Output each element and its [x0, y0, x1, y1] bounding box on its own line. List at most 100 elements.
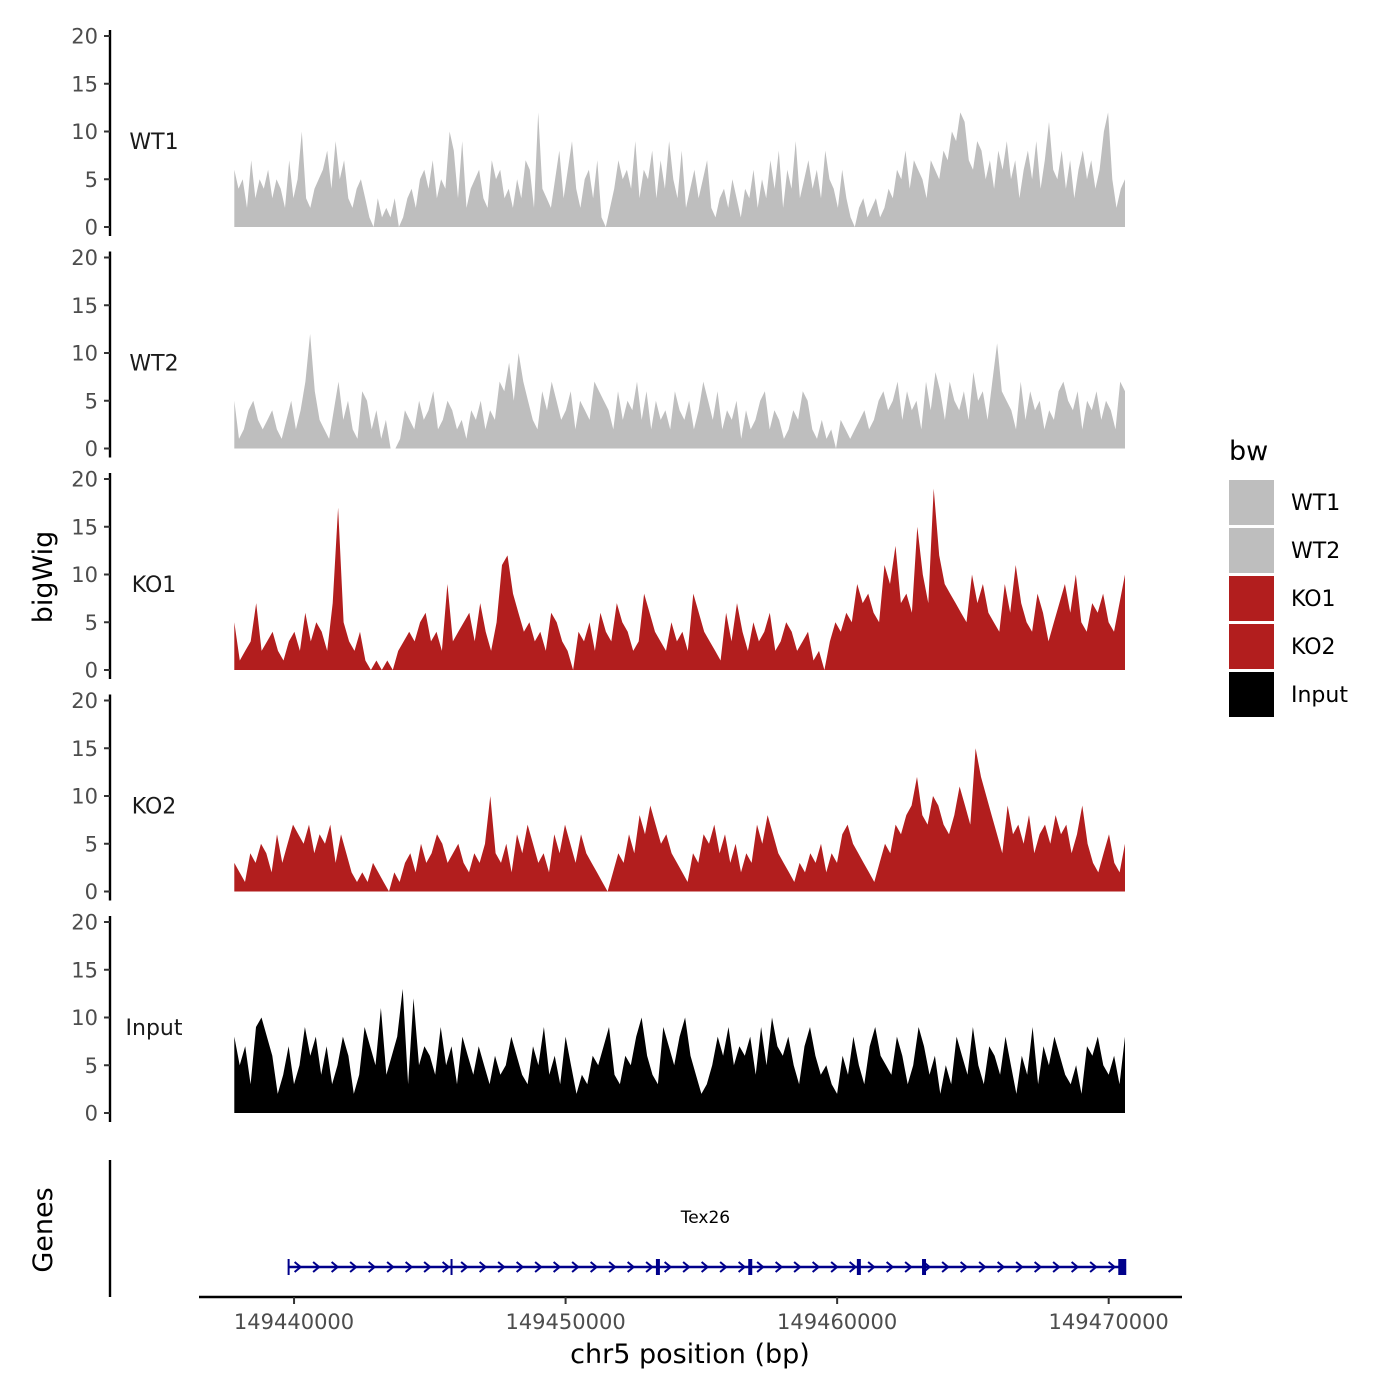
strand-arrow-icon — [848, 1261, 858, 1273]
y-tick-label: 20 — [71, 911, 98, 935]
strand-arrow-icon — [904, 1261, 913, 1273]
strand-arrow-icon — [996, 1261, 1006, 1273]
strand-arrow-icon — [959, 1261, 969, 1273]
x-tick-label: 149450000 — [505, 1310, 625, 1334]
strand-arrow-icon — [885, 1261, 895, 1273]
strand-arrow-icon — [645, 1261, 654, 1273]
area-wt1 — [234, 112, 1126, 227]
strand-arrow-icon — [867, 1261, 876, 1273]
strand-arrow-icon — [367, 1261, 377, 1273]
y-tick-label: 15 — [71, 958, 98, 982]
strand-arrow-icon — [756, 1261, 765, 1273]
strand-arrow-icon — [423, 1261, 432, 1273]
y-tick-label: 15 — [71, 294, 98, 318]
genes-panel: Genes Tex26 — [28, 1160, 1127, 1297]
y-tick-label: 15 — [71, 737, 98, 761]
legend-label-ko2: KO2 — [1291, 635, 1336, 660]
legend-swatch-wt2 — [1229, 528, 1274, 573]
strand-arrow-icon — [404, 1261, 414, 1273]
legend: bw WT1 WT2 KO1 KO2 Input — [1229, 436, 1348, 717]
strand-arrow-icon — [774, 1261, 784, 1273]
strand-arrow-icon — [330, 1261, 340, 1273]
y-tick-label: 0 — [85, 659, 98, 683]
track-label-wt1: WT1 — [129, 130, 178, 155]
strand-arrow-icon — [1015, 1261, 1024, 1273]
x-axis-title: chr5 position (bp) — [570, 1339, 810, 1370]
strand-arrow-icon — [737, 1261, 747, 1273]
y-tick-label: 10 — [71, 785, 98, 809]
track-label-ko2: KO2 — [132, 795, 177, 820]
y-tick-label: 10 — [71, 1006, 98, 1030]
area-ko1 — [234, 488, 1126, 670]
y-tick-label: 10 — [71, 120, 98, 144]
exon — [655, 1259, 660, 1275]
strand-arrow-icon — [312, 1261, 321, 1273]
legend-label-wt2: WT2 — [1291, 539, 1340, 564]
y-tick-label: 0 — [85, 216, 98, 240]
y-tick-label: 0 — [85, 1102, 98, 1126]
track-label-input: Input — [126, 1016, 183, 1041]
y-tick-label: 0 — [85, 437, 98, 461]
track-ko1: 0 5 10 15 20 KO1 — [71, 468, 1126, 683]
x-tick-label: 149440000 — [234, 1310, 354, 1334]
y-tick-label: 5 — [85, 611, 98, 635]
strand-arrow-icon — [626, 1261, 636, 1273]
strand-arrow-icon — [571, 1261, 580, 1273]
exon — [856, 1259, 861, 1275]
y-tick-label: 0 — [85, 880, 98, 904]
strand-arrow-icon — [478, 1261, 488, 1273]
strand-arrow-icon — [1107, 1261, 1117, 1273]
exon — [922, 1259, 927, 1275]
legend-swatch-input — [1229, 672, 1274, 717]
strand-arrow-icon — [830, 1261, 839, 1273]
area-input — [234, 988, 1126, 1113]
legend-swatch-wt1 — [1229, 480, 1274, 525]
signal-tracks: 0 5 10 15 20 WT1 0 5 10 15 20 WT2 0 5 10 15 20 KO1 0 5 10 15 2… — [71, 25, 1126, 1126]
exon — [748, 1259, 753, 1275]
exon — [450, 1259, 453, 1275]
strand-arrow-icon — [941, 1261, 950, 1273]
exon — [287, 1259, 290, 1275]
strand-arrow-icon — [589, 1261, 599, 1273]
x-tick-label: 149470000 — [1049, 1310, 1169, 1334]
strand-arrow-icon — [978, 1261, 987, 1273]
y-tick-label: 15 — [71, 515, 98, 539]
track-label-ko1: KO1 — [132, 573, 177, 598]
strand-arrow-icon — [497, 1261, 506, 1273]
strand-arrow-icon — [1070, 1261, 1080, 1273]
y-tick-label: 20 — [71, 246, 98, 270]
strand-arrow-icon — [460, 1261, 469, 1273]
strand-arrow-icon — [1052, 1261, 1061, 1273]
y-tick-label: 5 — [85, 389, 98, 413]
track-input: 0 5 10 15 20 Input — [71, 911, 1126, 1126]
strand-arrow-icon — [349, 1261, 358, 1273]
y-tick-label: 5 — [85, 1054, 98, 1078]
strand-arrow-icon — [719, 1261, 728, 1273]
strand-arrow-icon — [793, 1261, 802, 1273]
y-tick-label: 10 — [71, 342, 98, 366]
strand-arrow-icon — [441, 1261, 451, 1273]
y-tick-label: 10 — [71, 563, 98, 587]
strand-arrow-icon — [534, 1261, 543, 1273]
legend-swatch-ko1 — [1229, 576, 1274, 621]
x-axis: chr5 position (bp) 149440000 149450000 149… — [199, 1295, 1182, 1370]
legend-label-ko1: KO1 — [1291, 587, 1336, 612]
track-wt1: 0 5 10 15 20 WT1 — [71, 25, 1126, 240]
y-tick-label: 5 — [85, 168, 98, 192]
area-wt2 — [234, 333, 1126, 449]
y-axis-title: bigWig — [28, 531, 59, 624]
legend-label-input: Input — [1291, 683, 1348, 708]
track-wt2: 0 5 10 15 20 WT2 — [71, 246, 1126, 461]
legend-swatch-ko2 — [1229, 624, 1274, 669]
y-tick-label: 20 — [71, 468, 98, 492]
strand-arrow-icon — [552, 1261, 562, 1273]
x-tick-label: 149460000 — [777, 1310, 897, 1334]
strand-arrow-icon — [682, 1261, 691, 1273]
strand-arrow-icon — [811, 1261, 821, 1273]
y-tick-label: 5 — [85, 832, 98, 856]
strand-arrow-icon — [1089, 1261, 1098, 1273]
legend-title: bw — [1229, 436, 1268, 467]
y-tick-label: 20 — [71, 689, 98, 713]
area-ko2 — [234, 748, 1126, 892]
